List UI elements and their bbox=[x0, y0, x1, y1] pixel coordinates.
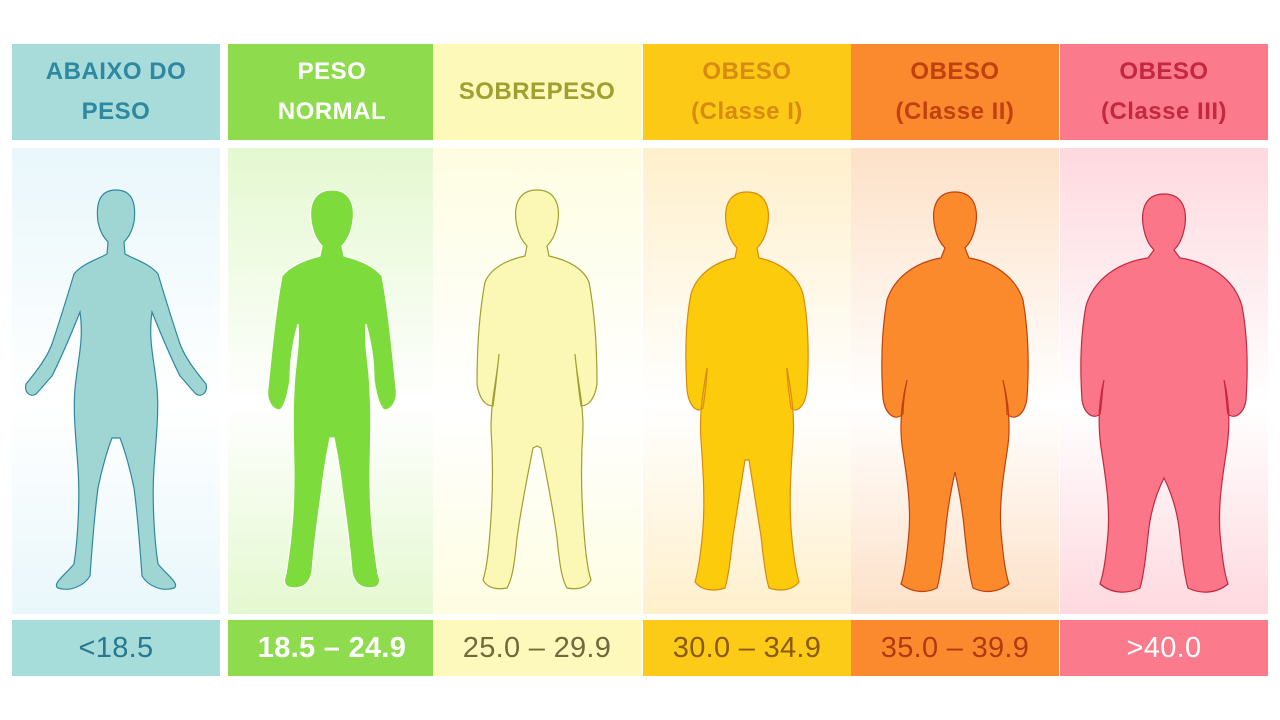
panel-underweight bbox=[12, 148, 220, 614]
header-obese-class-1: OBESO (Classe I) bbox=[643, 44, 851, 140]
body-silhouette-obese-class-2 bbox=[881, 191, 1029, 593]
range-underweight: <18.5 bbox=[12, 620, 220, 676]
header-obese-class-2-line2: (Classe II) bbox=[895, 98, 1015, 125]
range-obese-class-2: 35.0 – 39.9 bbox=[851, 620, 1059, 676]
body-silhouette-obese-class-3 bbox=[1080, 193, 1248, 593]
header-normal-line1: PESO bbox=[297, 58, 367, 85]
header-obese-class-2: OBESO (Classe II) bbox=[851, 44, 1059, 140]
range-obese-class-1: 30.0 – 34.9 bbox=[643, 620, 851, 676]
header-normal-line2: NORMAL bbox=[277, 98, 387, 125]
header-overweight: SOBREPESO bbox=[433, 44, 641, 140]
range-normal: 18.5 – 24.9 bbox=[228, 620, 436, 676]
range-obese-class-3: >40.0 bbox=[1060, 620, 1268, 676]
column-normal: PESO NORMAL 18.5 – 24.9 bbox=[228, 44, 436, 676]
column-obese-class-3: OBESO (Classe III) >40.0 bbox=[1060, 44, 1268, 676]
body-silhouette-overweight bbox=[476, 189, 598, 590]
bmi-chart: ABAIXO DO PESO <18.5 PESO NORMAL 18.5 – … bbox=[12, 44, 1268, 676]
header-obese-class-1-line2: (Classe I) bbox=[691, 98, 803, 125]
column-underweight: ABAIXO DO PESO <18.5 bbox=[12, 44, 220, 676]
panel-normal bbox=[228, 148, 436, 614]
panel-obese-class-2 bbox=[851, 148, 1059, 614]
header-underweight-line2: PESO bbox=[81, 98, 151, 125]
header-underweight: ABAIXO DO PESO bbox=[12, 44, 220, 140]
header-obese-class-2-line1: OBESO bbox=[910, 58, 1000, 85]
body-silhouette-normal bbox=[267, 189, 397, 589]
header-obese-class-3-line2: (Classe III) bbox=[1100, 98, 1228, 125]
header-underweight-line1: ABAIXO DO bbox=[45, 58, 187, 85]
panel-overweight bbox=[433, 148, 641, 614]
header-obese-class-3: OBESO (Classe III) bbox=[1060, 44, 1268, 140]
range-overweight: 25.0 – 29.9 bbox=[433, 620, 641, 676]
body-silhouette-obese-class-1 bbox=[685, 191, 809, 591]
panel-obese-class-1 bbox=[643, 148, 851, 614]
header-normal: PESO NORMAL bbox=[228, 44, 436, 140]
header-obese-class-3-line1: OBESO bbox=[1119, 58, 1209, 85]
panel-obese-class-3 bbox=[1060, 148, 1268, 614]
column-obese-class-1: OBESO (Classe I) 30.0 – 34.9 bbox=[643, 44, 851, 676]
header-overweight-line1: SOBREPESO bbox=[458, 78, 616, 105]
column-obese-class-2: OBESO (Classe II) 35.0 – 39.9 bbox=[851, 44, 1059, 676]
header-obese-class-1-line1: OBESO bbox=[702, 58, 792, 85]
body-silhouette-underweight bbox=[25, 189, 207, 590]
column-overweight: SOBREPESO 25.0 – 29.9 bbox=[433, 44, 641, 676]
